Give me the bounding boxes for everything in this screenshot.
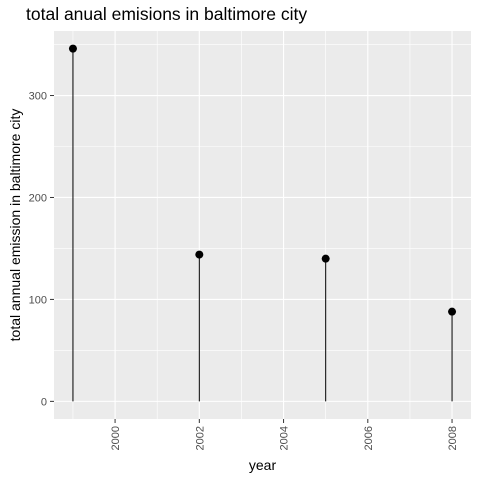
data-point bbox=[195, 250, 204, 259]
x-axis-title: year bbox=[249, 457, 277, 473]
x-tick-label: 2006 bbox=[363, 426, 375, 450]
x-tick-label: 2002 bbox=[194, 426, 206, 450]
plot-panel bbox=[54, 31, 471, 419]
x-axis-ticks bbox=[114, 419, 453, 423]
x-tick-label: 2008 bbox=[447, 426, 459, 450]
x-axis-tick-labels: 2000 2002 2004 2006 2008 bbox=[110, 426, 459, 450]
data-point bbox=[68, 44, 77, 53]
points bbox=[68, 44, 457, 316]
y-tick-label: 100 bbox=[29, 294, 47, 306]
y-tick-label: 0 bbox=[41, 396, 47, 408]
data-point bbox=[448, 307, 457, 316]
y-tick-label: 200 bbox=[29, 192, 47, 204]
y-axis-ticks bbox=[50, 95, 54, 402]
data-point bbox=[321, 254, 330, 263]
x-tick-label: 2000 bbox=[110, 426, 122, 450]
chart-title: total anual emisions in baltimore city bbox=[26, 4, 308, 24]
x-tick-label: 2004 bbox=[279, 426, 291, 450]
y-tick-label: 300 bbox=[29, 91, 47, 103]
major-grid-y bbox=[54, 94, 471, 402]
minor-grid-y bbox=[54, 44, 471, 351]
y-axis-title: total annual emission in baltimore city bbox=[7, 109, 23, 342]
stems bbox=[72, 48, 453, 402]
y-axis-tick-labels: 0 100 200 300 bbox=[29, 91, 47, 409]
